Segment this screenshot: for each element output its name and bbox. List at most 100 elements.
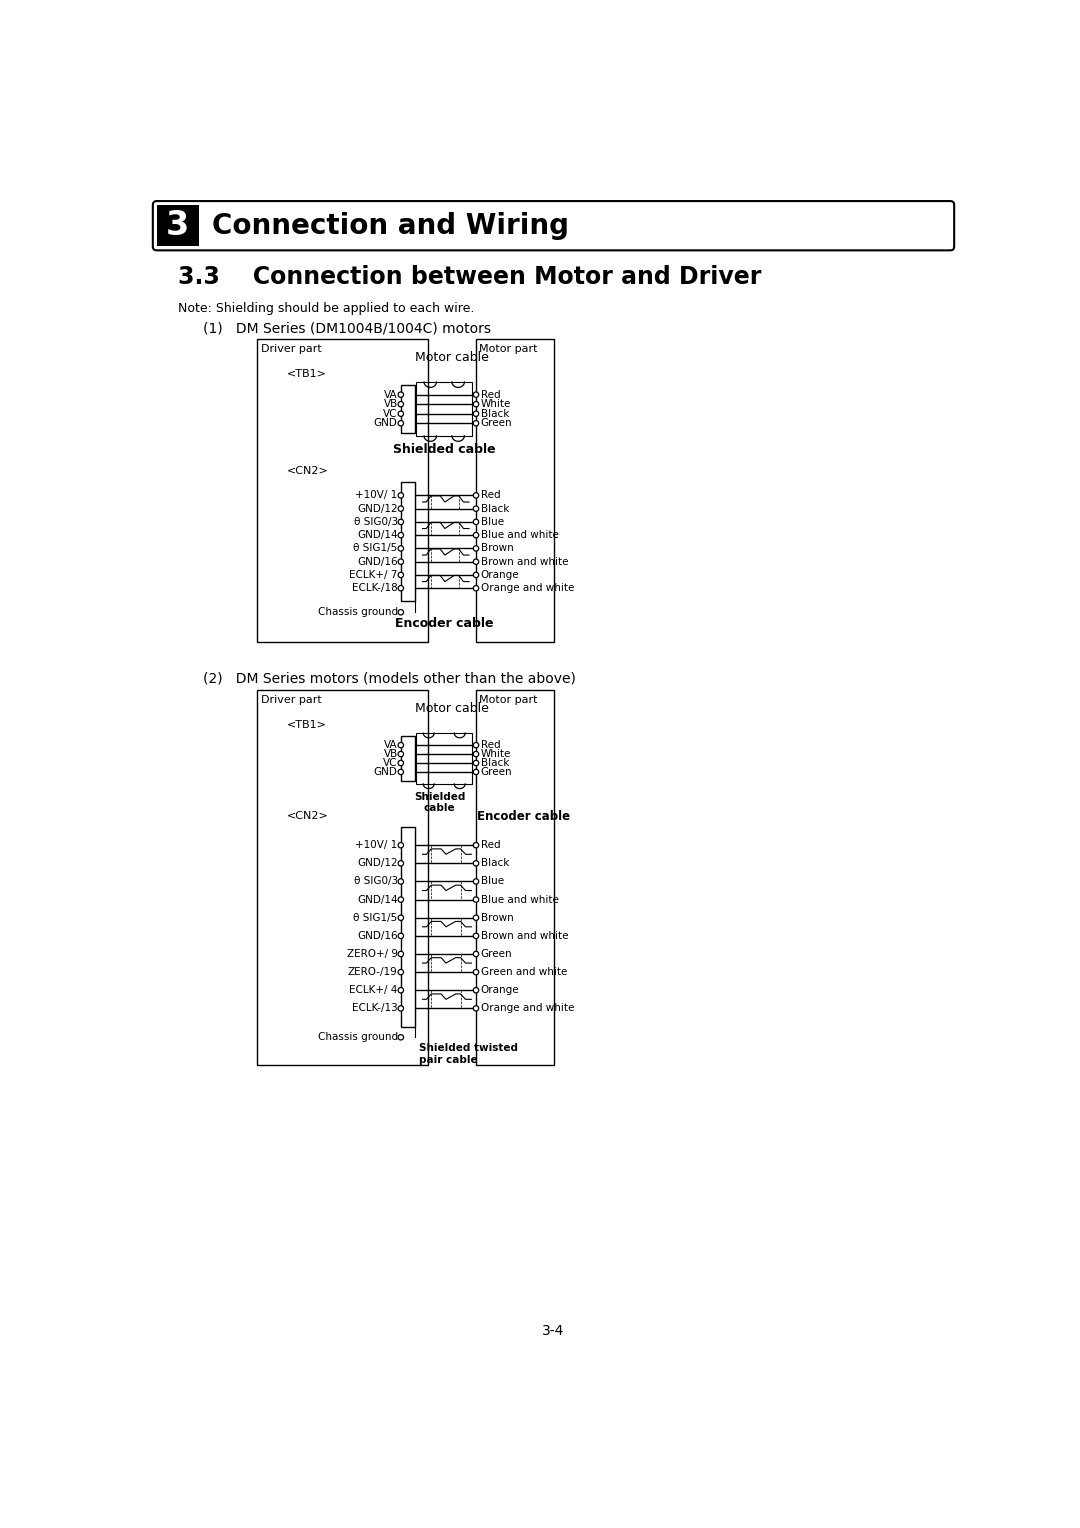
Text: θ SIG1/5: θ SIG1/5: [353, 912, 397, 923]
Circle shape: [399, 1005, 404, 1012]
Text: GND/14: GND/14: [357, 894, 397, 905]
Circle shape: [473, 952, 478, 957]
Text: VC: VC: [383, 758, 397, 769]
Bar: [401, 736, 415, 781]
Circle shape: [473, 585, 478, 591]
Text: Shielded
cable: Shielded cable: [414, 792, 465, 813]
Bar: [157, 205, 200, 246]
Circle shape: [473, 559, 478, 564]
Text: +10V/ 1: +10V/ 1: [355, 840, 397, 850]
Text: θ SIG0/3: θ SIG0/3: [353, 877, 397, 886]
Text: 3-4: 3-4: [542, 1323, 565, 1337]
Text: Black: Black: [481, 758, 509, 769]
Text: Chassis ground: Chassis ground: [318, 607, 397, 617]
Text: Green: Green: [481, 767, 512, 776]
Text: GND/12: GND/12: [357, 504, 397, 513]
Circle shape: [399, 842, 404, 848]
Text: Brown: Brown: [481, 544, 513, 553]
Text: θ SIG1/5: θ SIG1/5: [353, 544, 397, 553]
Circle shape: [473, 915, 478, 920]
Circle shape: [473, 420, 478, 426]
Bar: [401, 483, 415, 602]
Text: Note: Shielding should be applied to each wire.: Note: Shielding should be applied to eac…: [177, 303, 474, 315]
Text: (1)   DM Series (DM1004B/1004C) motors: (1) DM Series (DM1004B/1004C) motors: [203, 321, 491, 335]
Circle shape: [399, 969, 404, 975]
Circle shape: [399, 492, 404, 498]
Text: 3.3    Connection between Motor and Driver: 3.3 Connection between Motor and Driver: [177, 266, 761, 289]
Text: VA: VA: [384, 740, 397, 750]
Circle shape: [473, 987, 478, 993]
Circle shape: [399, 934, 404, 938]
Circle shape: [473, 842, 478, 848]
Text: VA: VA: [384, 390, 397, 400]
Circle shape: [473, 520, 478, 524]
Circle shape: [399, 769, 404, 775]
Circle shape: [473, 532, 478, 538]
Circle shape: [473, 393, 478, 397]
Text: Green: Green: [481, 419, 512, 428]
Bar: [416, 382, 472, 435]
Circle shape: [473, 897, 478, 903]
Bar: [401, 827, 415, 1027]
Text: GND: GND: [374, 767, 397, 776]
Text: VB: VB: [383, 749, 397, 759]
Circle shape: [399, 897, 404, 903]
Bar: [416, 733, 472, 784]
Text: Green: Green: [481, 949, 512, 960]
Text: Motor cable: Motor cable: [415, 351, 489, 364]
Circle shape: [399, 987, 404, 993]
Text: 3: 3: [166, 209, 189, 243]
FancyBboxPatch shape: [153, 202, 954, 251]
Text: ECLK-/18: ECLK-/18: [352, 584, 397, 593]
Circle shape: [473, 506, 478, 512]
Text: ECLK+/ 4: ECLK+/ 4: [349, 986, 397, 995]
Text: <TB1>: <TB1>: [287, 370, 327, 379]
Circle shape: [399, 411, 404, 417]
Circle shape: [399, 506, 404, 512]
Text: Motor part: Motor part: [480, 344, 538, 353]
Text: Black: Black: [481, 410, 509, 419]
Text: Green and white: Green and white: [481, 967, 567, 976]
Text: Black: Black: [481, 859, 509, 868]
Circle shape: [473, 492, 478, 498]
Text: Motor cable: Motor cable: [415, 703, 489, 715]
Text: GND/12: GND/12: [357, 859, 397, 868]
Text: Blue and white: Blue and white: [481, 894, 558, 905]
Text: Motor part: Motor part: [480, 695, 538, 704]
Circle shape: [399, 743, 404, 747]
Circle shape: [399, 520, 404, 524]
Text: VB: VB: [383, 399, 397, 410]
Text: Encoder cable: Encoder cable: [395, 616, 494, 630]
Circle shape: [473, 860, 478, 866]
Text: +10V/ 1: +10V/ 1: [355, 490, 397, 500]
Bar: [476, 691, 554, 1065]
Text: GND/16: GND/16: [357, 556, 397, 567]
Circle shape: [473, 934, 478, 938]
Text: White: White: [481, 749, 511, 759]
Text: Chassis ground: Chassis ground: [318, 1033, 397, 1042]
Circle shape: [399, 393, 404, 397]
Circle shape: [473, 402, 478, 406]
Text: Red: Red: [481, 390, 500, 400]
Text: Brown and white: Brown and white: [481, 556, 568, 567]
Text: Orange and white: Orange and white: [481, 584, 575, 593]
Text: Blue: Blue: [481, 516, 503, 527]
Text: Red: Red: [481, 490, 500, 500]
Circle shape: [399, 879, 404, 885]
Circle shape: [399, 752, 404, 756]
Text: <TB1>: <TB1>: [287, 720, 327, 730]
Text: ZERO+/ 9: ZERO+/ 9: [347, 949, 397, 960]
Circle shape: [473, 573, 478, 578]
Text: Driver part: Driver part: [260, 695, 322, 704]
Text: VC: VC: [383, 410, 397, 419]
Circle shape: [473, 1005, 478, 1012]
Circle shape: [473, 411, 478, 417]
Text: ECLK+/ 7: ECLK+/ 7: [349, 570, 397, 581]
Text: Encoder cable: Encoder cable: [476, 810, 570, 822]
Bar: [476, 339, 554, 642]
Circle shape: [473, 769, 478, 775]
Text: Shielded cable: Shielded cable: [393, 443, 496, 457]
Circle shape: [473, 969, 478, 975]
Text: ZERO-/19: ZERO-/19: [348, 967, 397, 976]
Text: Red: Red: [481, 740, 500, 750]
